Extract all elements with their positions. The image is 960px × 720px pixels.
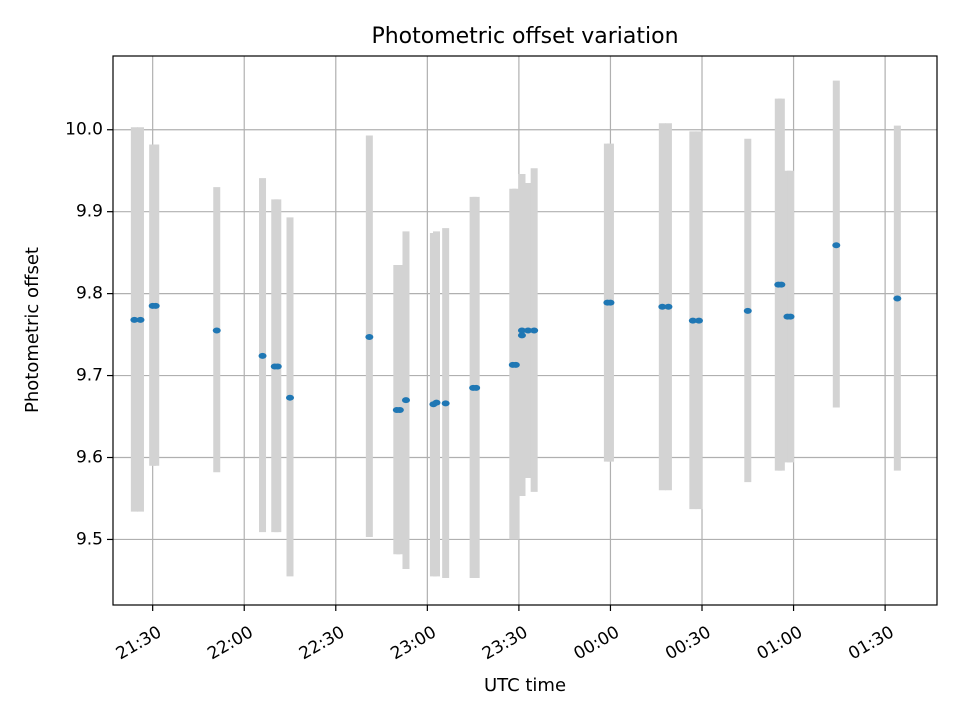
error-bars bbox=[130, 80, 901, 578]
x-tick-label: 22:30 bbox=[296, 622, 348, 664]
x-tick-label: 21:30 bbox=[113, 622, 165, 664]
data-point bbox=[743, 307, 752, 314]
data-point bbox=[395, 406, 404, 413]
chart-title: Photometric offset variation bbox=[371, 24, 678, 49]
data-point bbox=[664, 303, 673, 310]
y-tick-label: 9.7 bbox=[76, 366, 103, 386]
data-point bbox=[694, 317, 703, 324]
x-axis: 21:30 22:00 22:30 23:00 23:30 00:00 00:30 01:00… bbox=[113, 605, 898, 664]
data-point bbox=[441, 400, 450, 407]
y-axis-label: Photometric offset bbox=[22, 247, 43, 413]
data-point bbox=[688, 317, 697, 324]
data-point bbox=[212, 327, 221, 334]
y-axis: 9.5 9.6 9.7 9.8 9.9 10.0 bbox=[65, 120, 113, 549]
x-tick-label: 00:30 bbox=[662, 622, 714, 664]
data-point bbox=[524, 327, 533, 334]
data-point bbox=[273, 363, 282, 370]
y-tick-label: 9.8 bbox=[76, 284, 103, 304]
y-tick-label: 9.6 bbox=[76, 448, 103, 468]
data-point bbox=[151, 302, 160, 309]
y-tick-label: 9.9 bbox=[76, 202, 103, 222]
data-point bbox=[432, 399, 441, 406]
data-point bbox=[286, 394, 295, 401]
plot-frame bbox=[112, 55, 938, 606]
data-point bbox=[472, 384, 481, 391]
data-point bbox=[511, 361, 520, 368]
x-tick-label: 00:00 bbox=[571, 622, 623, 664]
y-tick-label: 9.5 bbox=[76, 529, 103, 549]
data-point bbox=[893, 295, 902, 302]
data-point bbox=[786, 313, 795, 320]
x-tick-label: 22:00 bbox=[204, 622, 256, 664]
x-axis-label: UTC time bbox=[484, 675, 566, 696]
x-tick-label: 01:00 bbox=[754, 622, 806, 664]
data-point bbox=[777, 281, 786, 288]
data-point bbox=[136, 316, 145, 323]
data-point bbox=[517, 327, 526, 334]
data-point bbox=[658, 303, 667, 310]
data-points bbox=[130, 242, 902, 413]
data-point bbox=[832, 242, 841, 249]
data-point bbox=[130, 316, 139, 323]
data-point bbox=[606, 299, 615, 306]
data-point bbox=[258, 352, 267, 359]
x-tick-label: 23:30 bbox=[479, 622, 531, 664]
data-point bbox=[530, 327, 539, 334]
data-point bbox=[517, 332, 526, 339]
data-point bbox=[365, 334, 374, 341]
y-tick-label: 10.0 bbox=[65, 120, 103, 140]
data-point bbox=[401, 397, 410, 404]
x-tick-label: 01:30 bbox=[845, 622, 897, 664]
x-tick-label: 23:00 bbox=[387, 622, 439, 664]
